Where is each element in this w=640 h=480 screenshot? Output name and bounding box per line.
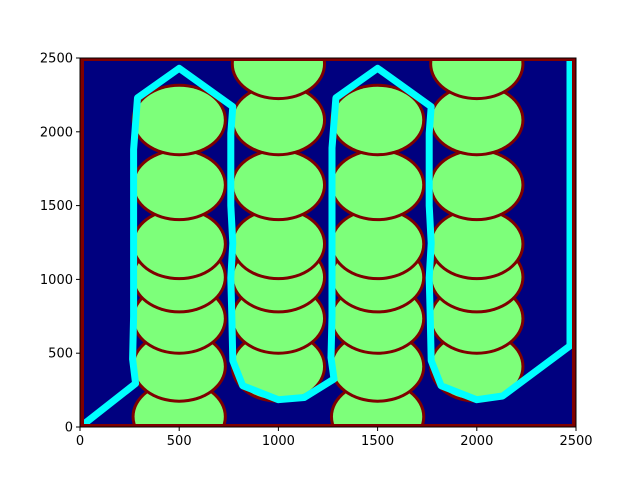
obstacle [131, 207, 227, 281]
obstacle-fill [332, 86, 423, 154]
obstacle [131, 148, 227, 222]
obstacle-fill [233, 86, 324, 154]
x-tick-label: 2500 [559, 434, 592, 449]
map-boundary-right [572, 58, 576, 427]
y-tick-label: 0 [65, 421, 73, 436]
obstacle-fill [233, 151, 324, 219]
obstacle [230, 207, 327, 281]
axes-frame [79, 57, 577, 428]
obstacle [429, 207, 525, 281]
x-tick-label: 1500 [361, 434, 394, 449]
x-tick-label: 2000 [460, 434, 493, 449]
map-boundary-top [80, 58, 576, 61]
obstacle-fill [432, 151, 522, 219]
obstacle-fill [134, 86, 224, 154]
x-tick-label: 0 [76, 434, 84, 449]
obstacle-fill [432, 86, 522, 154]
obstacle [329, 148, 426, 222]
obstacle-fill [432, 210, 522, 278]
x-tick-label: 1000 [262, 434, 295, 449]
obstacle [429, 148, 525, 222]
y-tick-label: 500 [48, 347, 73, 362]
plot-border [79, 57, 577, 428]
obstacle [230, 58, 327, 101]
obstacle [429, 58, 525, 101]
y-tick-label: 1500 [40, 199, 73, 214]
map-boundary-left [80, 58, 84, 427]
obstacles-layer [131, 58, 525, 427]
map-boundary-bottom [80, 424, 576, 427]
obstacle [429, 83, 525, 157]
obstacle [329, 207, 426, 281]
path-layer [80, 58, 574, 427]
obstacle-fill [432, 58, 522, 98]
obstacle-fill [332, 151, 423, 219]
obstacle-fill [233, 210, 324, 278]
y-tick-label: 1000 [40, 273, 73, 288]
obstacle-fill [332, 210, 423, 278]
y-tick-label: 2000 [40, 125, 73, 140]
obstacle-fill [233, 58, 324, 98]
obstacle [131, 83, 227, 157]
y-axis: 0 500 1000 1500 2000 2500 [40, 52, 80, 436]
obstacle-fill [134, 151, 224, 219]
y-tick-label: 2500 [40, 52, 73, 67]
obstacle [329, 83, 426, 157]
obstacle [230, 148, 327, 222]
obstacle-fill [134, 210, 224, 278]
x-tick-label: 500 [167, 434, 192, 449]
obstacle [230, 83, 327, 157]
x-axis: 0 500 1000 1500 2000 2500 [76, 427, 593, 449]
planned-path [80, 58, 574, 427]
